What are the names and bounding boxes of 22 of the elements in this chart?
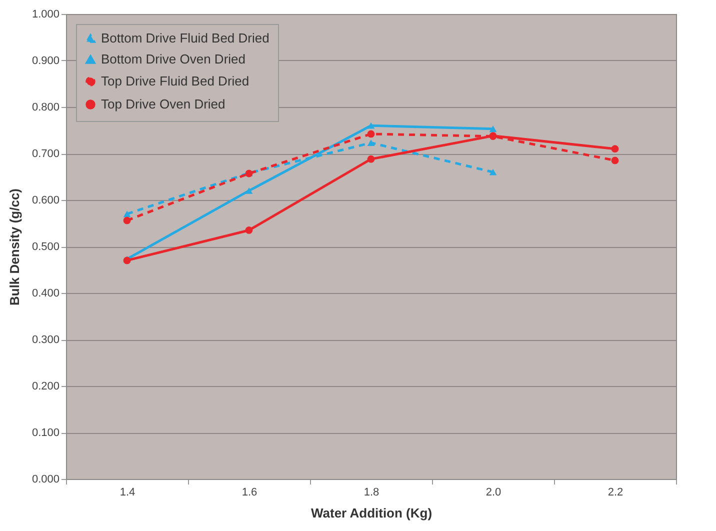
x-tick-label: 1.8 [364,486,380,498]
y-tick-label: 0.400 [32,288,60,300]
y-tick-label: 0.200 [32,380,60,392]
y-tick-label: 1.000 [32,8,60,20]
x-tick-label: 1.4 [120,486,136,498]
y-tick-label: 0.500 [32,241,60,253]
legend-label: Top Drive Oven Dried [101,96,226,112]
x-tick-label: 2.0 [486,486,502,498]
x-tick-label: 2.2 [608,486,624,498]
y-tick-label: 0.900 [32,55,60,67]
legend-label: Bottom Drive Fluid Bed Dried [101,30,270,46]
y-tick-label: 0.800 [32,102,60,114]
y-axis-title: Bulk Density (g/cc) [6,188,22,306]
legend-label: Top Drive Fluid Bed Dried [101,74,250,88]
x-tick-label: 1.6 [242,486,258,498]
x-axis-title: Water Addition (Kg) [310,506,432,520]
y-tick-label: 0.300 [32,334,60,346]
legend-label: Bottom Drive Oven Dried [101,52,246,66]
y-tick-label: 0.700 [32,148,60,160]
y-tick-label: 0.000 [32,474,60,486]
y-tick-label: 0.100 [32,427,60,439]
y-tick-label: 0.600 [32,194,60,206]
